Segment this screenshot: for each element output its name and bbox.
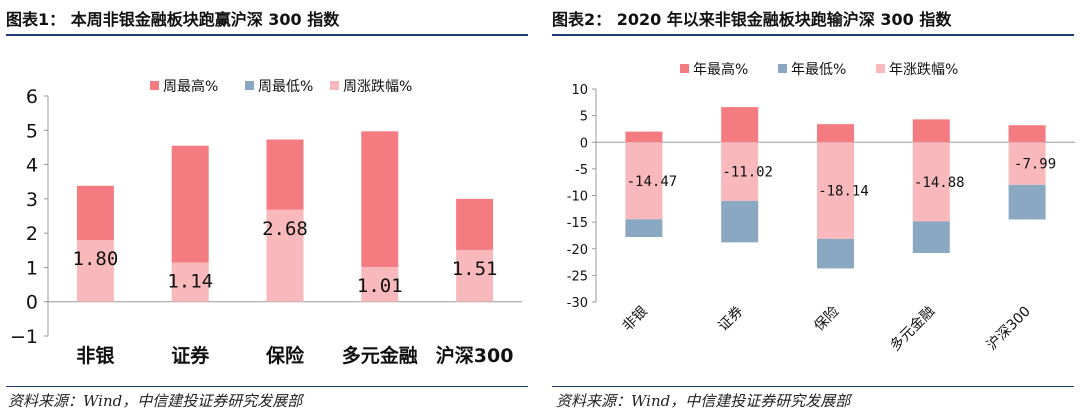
chart2-data-label: -7.99 xyxy=(1014,157,1056,173)
chart2-category-label: 沪深300 xyxy=(984,304,1034,354)
chart1-category-label: 非银 xyxy=(76,344,115,367)
chart2-category-label: 多元金融 xyxy=(887,303,939,355)
chart2-y-tick-label: -30 xyxy=(567,296,588,311)
chart2-y-tick-label: 0 xyxy=(580,136,588,151)
chart2-category-label: 证券 xyxy=(715,304,746,335)
chart1-bar-change xyxy=(171,262,209,302)
chart2-bar-high xyxy=(912,119,950,143)
chart2-legend-swatch xyxy=(680,64,689,73)
chart1-bar-change xyxy=(76,240,114,302)
chart1-legend-label: 周最低% xyxy=(258,79,313,95)
chart2-data-label: -14.47 xyxy=(627,174,678,190)
chart1-category-label: 保险 xyxy=(265,344,305,367)
chart2-legend-swatch xyxy=(876,64,885,73)
chart2-legend-label: 年最高% xyxy=(693,61,748,78)
chart2-bar-change xyxy=(912,142,950,222)
chart1-y-tick-label: 4 xyxy=(26,155,38,177)
chart1-source-rule xyxy=(6,386,528,387)
chart2-bar-change xyxy=(817,142,854,239)
chart1-bar-high xyxy=(456,198,494,250)
chart2-bar-high xyxy=(625,131,663,143)
chart1-y-tick-label: 5 xyxy=(26,120,38,142)
chart2: 10 5 0 -5 -10 -15 -20 -25 -30 -14.47 非银 -11.02 证券 -18… xyxy=(567,61,1075,355)
chart2-y-tick-label: -15 xyxy=(567,216,588,231)
chart1-y-tick-label: 0 xyxy=(26,292,38,314)
chart1-bar-high xyxy=(266,139,304,210)
chart2-legend-swatch xyxy=(778,64,787,73)
chart2-title: 图表2： 2020 年以来非银金融板块跑输沪深 300 指数 xyxy=(552,10,952,29)
chart1-bar-change xyxy=(456,249,494,302)
chart1-legend-swatch xyxy=(150,81,159,90)
chart2-bar-change xyxy=(1008,142,1046,185)
chart2-legend-label: 年涨跌幅% xyxy=(889,62,958,78)
chart2-data-label: -11.02 xyxy=(722,165,773,181)
chart1-title-rule xyxy=(6,34,528,36)
chart2-category-label: 保险 xyxy=(811,304,842,335)
chart2-bar-high xyxy=(817,124,854,143)
chart1-legend-label: 周最高% xyxy=(163,78,218,95)
chart1-data-label: 1.01 xyxy=(357,275,403,297)
chart2-y-tick-label: -10 xyxy=(567,190,588,205)
chart2-source: 资料来源：Wind，中信建投证券研究发展部 xyxy=(556,392,851,410)
chart1-legend-swatch xyxy=(330,81,339,90)
chart2-source-rule xyxy=(552,386,1074,387)
chart2-category-label: 非银 xyxy=(620,304,651,335)
chart2-y-tick-label: 10 xyxy=(571,83,588,98)
chart1-y-tick-label: 6 xyxy=(26,86,38,108)
chart1-legend-swatch xyxy=(245,81,254,90)
chart1-y-tick-label: 3 xyxy=(26,189,38,211)
chart2-y-tick-label: -25 xyxy=(567,269,588,284)
chart1-y-tick-label: 1 xyxy=(26,257,38,279)
chart1-data-label: 2.68 xyxy=(262,218,308,240)
chart2-title-rule xyxy=(552,34,1074,36)
chart1-data-label: 1.14 xyxy=(167,271,213,293)
chart1-data-label: 1.51 xyxy=(452,258,498,280)
chart1-y-tick-label: −1 xyxy=(10,326,38,348)
chart2-bar-low xyxy=(721,200,759,243)
chart1-category-label: 证券 xyxy=(171,344,210,367)
chart1-bar-high xyxy=(361,131,399,268)
chart1-category-label: 多元金融 xyxy=(342,344,418,367)
chart1-y-tick-label: 2 xyxy=(26,223,38,245)
chart1-data-label: 1.80 xyxy=(73,248,119,270)
chart2-bar-low xyxy=(817,238,854,269)
chart2-bar-high xyxy=(721,107,759,143)
chart1-source: 资料来源：Wind，中信建投证券研究发展部 xyxy=(8,392,303,410)
chart2-bar-low xyxy=(625,219,663,238)
chart1-bar-change xyxy=(361,267,399,302)
chart1-bar-change xyxy=(266,209,304,302)
chart2-data-label: -14.88 xyxy=(914,175,965,191)
chart2-legend-label: 年最低% xyxy=(791,62,846,78)
chart2-bar-low xyxy=(912,221,950,254)
chart2-bar-change xyxy=(721,142,759,201)
chart1-bar-high xyxy=(76,185,114,240)
chart2-bar-low xyxy=(1008,184,1046,220)
chart2-y-tick-label: -20 xyxy=(567,243,588,258)
chart1-bar-high xyxy=(171,145,209,263)
chart2-y-tick-label: 5 xyxy=(580,110,588,125)
chart1-category-label: 沪深300 xyxy=(436,344,514,367)
chart2-y-tick-label: -5 xyxy=(575,163,588,178)
chart2-bar-high xyxy=(1008,125,1046,143)
chart1: 6 5 4 3 2 1 0 −1 1.80 非银 1.14 证券 2.68 保险 1.01 多元金融 1.51 沪… xyxy=(10,78,522,367)
chart1-legend-label: 周涨跌幅% xyxy=(343,79,412,95)
chart1-title: 图表1： 本周非银金融板块跑赢沪深 300 指数 xyxy=(6,10,340,29)
chart2-data-label: -18.14 xyxy=(818,184,869,200)
chart2-bar-change xyxy=(625,142,663,220)
